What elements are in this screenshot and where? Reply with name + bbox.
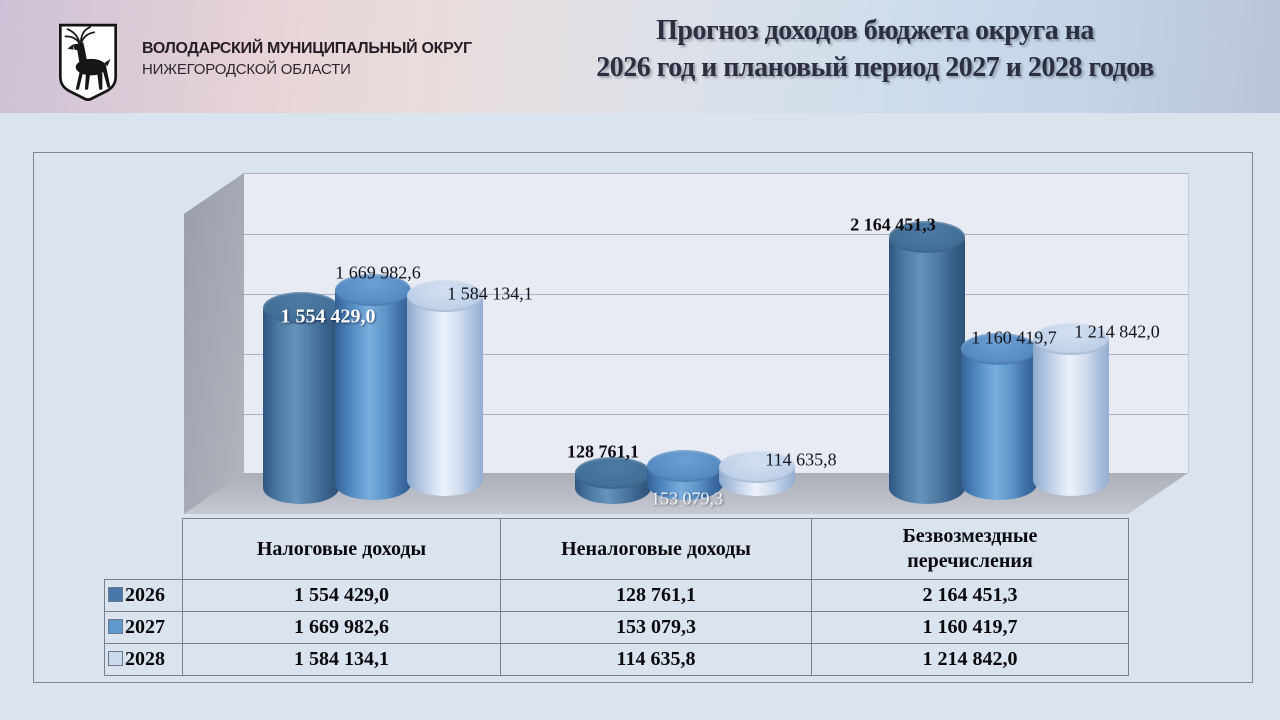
table-corner-cell <box>105 519 183 580</box>
gridline <box>244 234 1188 235</box>
data-label-2026-cat2: 2 164 451,3 <box>850 214 936 235</box>
legend-key-2027 <box>108 619 123 634</box>
table-row: 2026 1 554 429,0 128 761,1 2 164 451,3 <box>104 579 1129 612</box>
gridline <box>244 294 1188 295</box>
cell-2027-transfers: 1 160 419,7 <box>811 611 1129 644</box>
cell-2028-tax: 1 584 134,1 <box>182 643 501 676</box>
legend-year: 2028 <box>125 648 165 670</box>
data-label-2027-cat1: 153 079,3 <box>651 488 723 509</box>
deer-emblem-icon <box>59 23 117 101</box>
cylinder-top-2026-cat0 <box>263 291 339 324</box>
table-row: 2027 1 669 982,6 153 079,3 1 160 419,7 <box>104 611 1129 644</box>
deer-antlers <box>64 26 96 45</box>
cylinder-2027-cat0 <box>335 290 411 500</box>
cylinder-2028-cat0 <box>407 296 483 496</box>
col-header-transfers: Безвозмездные перечисления <box>811 518 1129 580</box>
legend-key-2028 <box>108 651 123 666</box>
col-header-nontax: Неналоговые доходы <box>500 518 812 580</box>
cylinder-2026-cat2 <box>889 236 965 504</box>
table-header-row: Налоговые доходы Неналоговые доходы Безв… <box>105 518 1129 580</box>
gridline <box>244 414 1188 415</box>
legend-year: 2027 <box>125 616 165 638</box>
legend-year: 2026 <box>125 584 165 606</box>
org-name-line2: НИЖЕГОРОДСКОЙ ОБЛАСТИ <box>142 61 351 78</box>
organization-name: ВОЛОДАРСКИЙ МУНИЦИПАЛЬНЫЙ ОКРУГ НИЖЕГОРО… <box>142 40 472 78</box>
table-row: 2028 1 584 134,1 114 635,8 1 214 842,0 <box>104 643 1129 676</box>
legend-key-2026 <box>108 587 123 602</box>
cylinder-top-2028-cat2 <box>1033 323 1109 356</box>
data-table: Налоговые доходы Неналоговые доходы Безв… <box>104 518 1129 676</box>
gridline <box>244 354 1188 355</box>
chart-panel: 1 554 429,0 1 669 982,6 1 584 134,1 128 761… <box>33 152 1253 683</box>
cell-2028-nontax: 114 635,8 <box>500 643 812 676</box>
cell-2027-nontax: 153 079,3 <box>500 611 812 644</box>
cylinder-2026-cat0 <box>263 307 339 504</box>
cylinder-2028-cat2 <box>1033 339 1109 496</box>
data-label-2026-cat0: 1 554 429,0 <box>280 305 376 328</box>
cylinder-top-2028-cat0 <box>407 280 483 313</box>
legend-2026: 2026 <box>104 579 183 612</box>
slide-title: Прогноз доходов бюджета округа на 2026 г… <box>530 12 1220 86</box>
data-label-2027-cat0: 1 669 982,6 <box>335 262 421 283</box>
cylinder-top-2026-cat2 <box>889 220 965 253</box>
cell-2028-transfers: 1 214 842,0 <box>811 643 1129 676</box>
cylinder-top-2027-cat2 <box>961 333 1037 366</box>
slide-title-line1: Прогноз доходов бюджета округа на <box>656 15 1094 46</box>
data-label-2028-cat2: 1 214 842,0 <box>1074 321 1160 342</box>
cell-2026-nontax: 128 761,1 <box>500 579 812 612</box>
deer-silhouette <box>67 42 111 90</box>
cell-2026-tax: 1 554 429,0 <box>182 579 501 612</box>
chart-data-table: Налоговые доходы Неналоговые доходы Безв… <box>104 518 1129 676</box>
cylinder-top-2027-cat1 <box>647 450 723 483</box>
cylinder-2027-cat2 <box>961 349 1037 500</box>
data-label-2027-cat2: 1 160 419,7 <box>971 327 1057 348</box>
slide-header: ВОЛОДАРСКИЙ МУНИЦИПАЛЬНЫЙ ОКРУГ НИЖЕГОРО… <box>0 0 1280 113</box>
data-label-2028-cat1: 114 635,8 <box>765 449 837 470</box>
data-label-2026-cat1: 128 761,1 <box>567 441 639 462</box>
slide-title-line2: 2026 год и плановый период 2027 и 2028 г… <box>596 52 1154 83</box>
cylinder-top-2028-cat1 <box>719 450 795 483</box>
cylinder-top-2026-cat1 <box>575 457 651 490</box>
cell-2026-transfers: 2 164 451,3 <box>811 579 1129 612</box>
cell-2027-tax: 1 669 982,6 <box>182 611 501 644</box>
col-header-tax: Налоговые доходы <box>182 518 501 580</box>
legend-2028: 2028 <box>104 643 183 676</box>
org-name-line1: ВОЛОДАРСКИЙ МУНИЦИПАЛЬНЫЙ ОКРУГ <box>142 40 472 57</box>
chart-3d-side-wall <box>184 173 244 514</box>
data-label-2028-cat0: 1 584 134,1 <box>447 283 533 304</box>
legend-2027: 2027 <box>104 611 183 644</box>
cylinder-top-2027-cat0 <box>335 274 411 307</box>
